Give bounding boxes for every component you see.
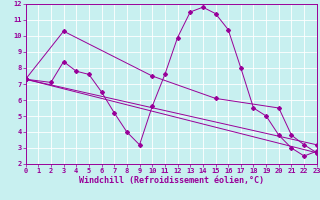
X-axis label: Windchill (Refroidissement éolien,°C): Windchill (Refroidissement éolien,°C)	[79, 176, 264, 185]
